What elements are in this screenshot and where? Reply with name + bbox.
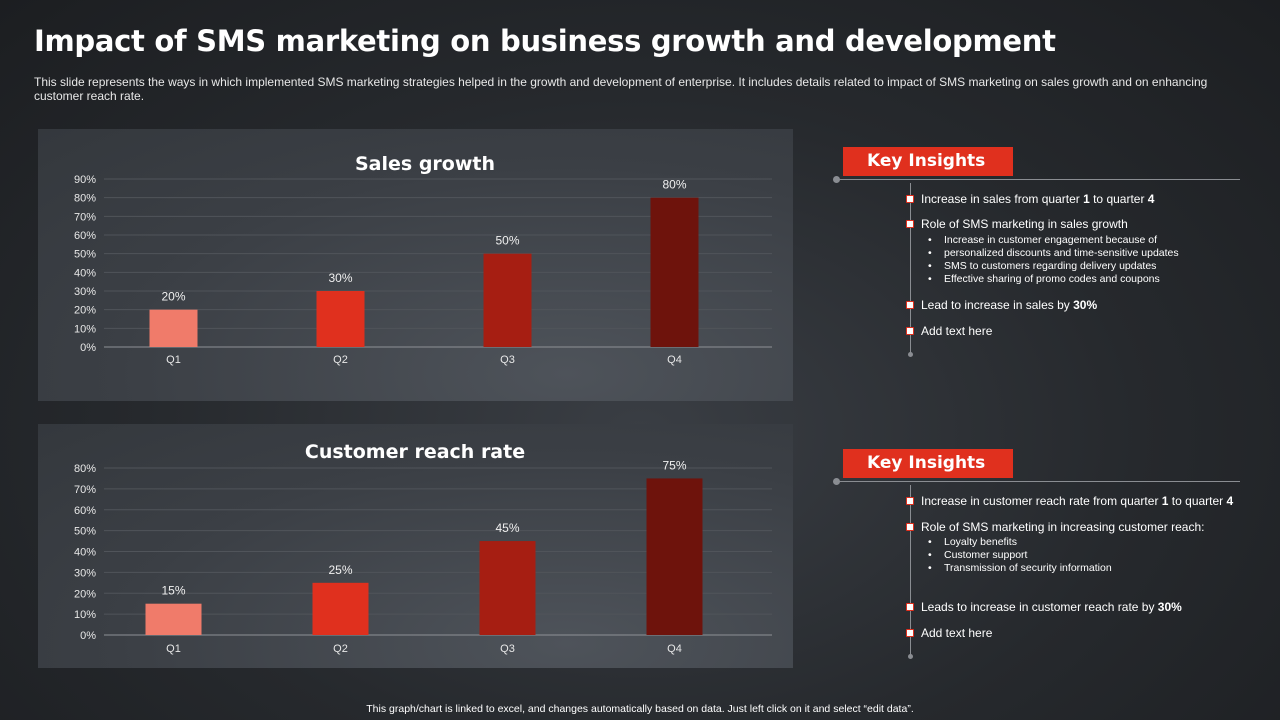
sub-item: Transmission of security information bbox=[928, 562, 1112, 575]
y-tick-label: 20% bbox=[74, 305, 96, 317]
divider bbox=[835, 481, 1240, 482]
x-tick-label: Q2 bbox=[333, 643, 348, 655]
bar bbox=[483, 253, 532, 347]
sub-item: Customer support bbox=[928, 549, 1112, 562]
y-tick-label: 80% bbox=[74, 463, 96, 475]
key-insights-sales: Key Insights Increase in sales from quar… bbox=[833, 147, 1255, 362]
data-label: 30% bbox=[328, 271, 352, 285]
x-tick-label: Q2 bbox=[333, 354, 348, 366]
sub-item: SMS to customers regarding delivery upda… bbox=[928, 260, 1179, 273]
timeline-line bbox=[910, 485, 911, 655]
insight-sublist: Increase in customer engagement because … bbox=[928, 234, 1179, 286]
data-label: 80% bbox=[662, 178, 686, 192]
chart-title: Sales growth bbox=[355, 153, 495, 175]
data-label: 15% bbox=[161, 584, 185, 598]
bar bbox=[316, 291, 365, 347]
insight-bold: 30% bbox=[1157, 600, 1182, 614]
insight-text: Role of SMS marketing in increasing cust… bbox=[921, 520, 1205, 534]
insight-text: Lead to increase in sales by bbox=[921, 298, 1074, 312]
y-tick-label: 50% bbox=[74, 249, 96, 261]
y-tick-label: 30% bbox=[74, 567, 96, 579]
bullet-marker bbox=[906, 629, 914, 637]
bar bbox=[312, 582, 369, 635]
insight-sublist: Loyalty benefits Customer support Transm… bbox=[928, 536, 1112, 575]
footer-note: This graph/chart is linked to excel, and… bbox=[366, 703, 914, 715]
data-label: 75% bbox=[662, 458, 686, 472]
y-tick-label: 40% bbox=[74, 267, 96, 279]
key-insights-reach: Key Insights Increase in customer reach … bbox=[833, 449, 1255, 664]
insight-text: Leads to increase in customer reach rate… bbox=[921, 600, 1158, 614]
insight-text: Increase in customer reach rate from qua… bbox=[921, 494, 1162, 508]
y-tick-label: 70% bbox=[74, 211, 96, 223]
y-tick-label: 60% bbox=[74, 505, 96, 517]
bar bbox=[149, 309, 198, 347]
y-tick-label: 0% bbox=[80, 630, 96, 642]
x-tick-label: Q3 bbox=[500, 643, 515, 655]
y-tick-label: 70% bbox=[74, 484, 96, 496]
x-tick-label: Q1 bbox=[166, 643, 181, 655]
y-tick-label: 30% bbox=[74, 286, 96, 298]
page-subtitle: This slide represents the ways in which … bbox=[34, 75, 1208, 103]
timeline-dot bbox=[908, 352, 913, 357]
bullet-marker bbox=[906, 603, 914, 611]
insight-text[interactable]: Add text here bbox=[921, 324, 993, 338]
bullet-marker bbox=[906, 497, 914, 505]
key-insights-heading: Key Insights bbox=[843, 449, 1013, 478]
y-tick-label: 40% bbox=[74, 547, 96, 559]
bullet-marker bbox=[906, 220, 914, 228]
insight-bold: 1 bbox=[1083, 192, 1090, 206]
y-tick-label: 0% bbox=[80, 342, 96, 354]
x-tick-label: Q1 bbox=[166, 354, 181, 366]
bar bbox=[145, 603, 202, 635]
insight-text: Increase in sales from quarter bbox=[921, 192, 1084, 206]
x-tick-label: Q4 bbox=[667, 643, 682, 655]
customer-reach-panel[interactable]: Customer reach rate 0% 10% 20% 30% 40% 50% 60% 7… bbox=[38, 424, 793, 668]
insight-bold: 4 bbox=[1226, 494, 1234, 508]
data-label: 25% bbox=[328, 563, 352, 577]
bullet-marker bbox=[906, 195, 914, 203]
y-tick-label: 80% bbox=[74, 193, 96, 205]
data-label: 45% bbox=[495, 521, 519, 535]
bar bbox=[646, 478, 703, 635]
sub-item-continuation: personalized discounts and time-sensitiv… bbox=[928, 247, 1179, 260]
timeline-line bbox=[910, 183, 911, 353]
sub-item: Increase in customer engagement because … bbox=[928, 234, 1179, 247]
key-insights-heading: Key Insights bbox=[843, 147, 1013, 176]
insight-text: Role of SMS marketing in sales growth bbox=[921, 217, 1128, 231]
y-tick-label: 60% bbox=[74, 230, 96, 242]
y-tick-label: 10% bbox=[74, 323, 96, 335]
sales-growth-panel[interactable]: Sales growth 0% 10% 20% 30% 40% 50% 60% 70% 80% 90… bbox=[38, 129, 793, 401]
data-label: 50% bbox=[495, 234, 519, 248]
y-tick-label: 20% bbox=[74, 588, 96, 600]
sales-growth-chart[interactable]: Sales growth 0% 10% 20% 30% 40% 50% 60% 70% 80% 90… bbox=[38, 129, 793, 401]
y-tick-label: 10% bbox=[74, 609, 96, 621]
y-tick-label: 50% bbox=[74, 526, 96, 538]
x-tick-label: Q4 bbox=[667, 354, 682, 366]
x-tick-label: Q3 bbox=[500, 354, 515, 366]
bar bbox=[650, 197, 699, 347]
chart-title: Customer reach rate bbox=[305, 441, 525, 463]
data-label: 20% bbox=[161, 290, 185, 304]
bullet-marker bbox=[906, 523, 914, 531]
insight-text: to quarter bbox=[1168, 494, 1227, 508]
divider bbox=[835, 179, 1240, 180]
y-tick-label: 90% bbox=[74, 174, 96, 186]
sub-item: Loyalty benefits bbox=[928, 536, 1112, 549]
bullet-marker bbox=[906, 301, 914, 309]
sub-item: Effective sharing of promo codes and cou… bbox=[928, 273, 1179, 286]
insight-bold: 4 bbox=[1147, 192, 1155, 206]
insight-bold: 30% bbox=[1073, 298, 1098, 312]
insight-text[interactable]: Add text here bbox=[921, 626, 993, 640]
insight-bold: 1 bbox=[1161, 494, 1169, 508]
page-title: Impact of SMS marketing on business grow… bbox=[34, 24, 1056, 58]
timeline-dot bbox=[908, 654, 913, 659]
customer-reach-chart[interactable]: Customer reach rate 0% 10% 20% 30% 40% 50% 60% 7… bbox=[38, 424, 793, 668]
bullet-marker bbox=[906, 327, 914, 335]
bar bbox=[479, 541, 536, 635]
insight-text: to quarter bbox=[1089, 192, 1148, 206]
